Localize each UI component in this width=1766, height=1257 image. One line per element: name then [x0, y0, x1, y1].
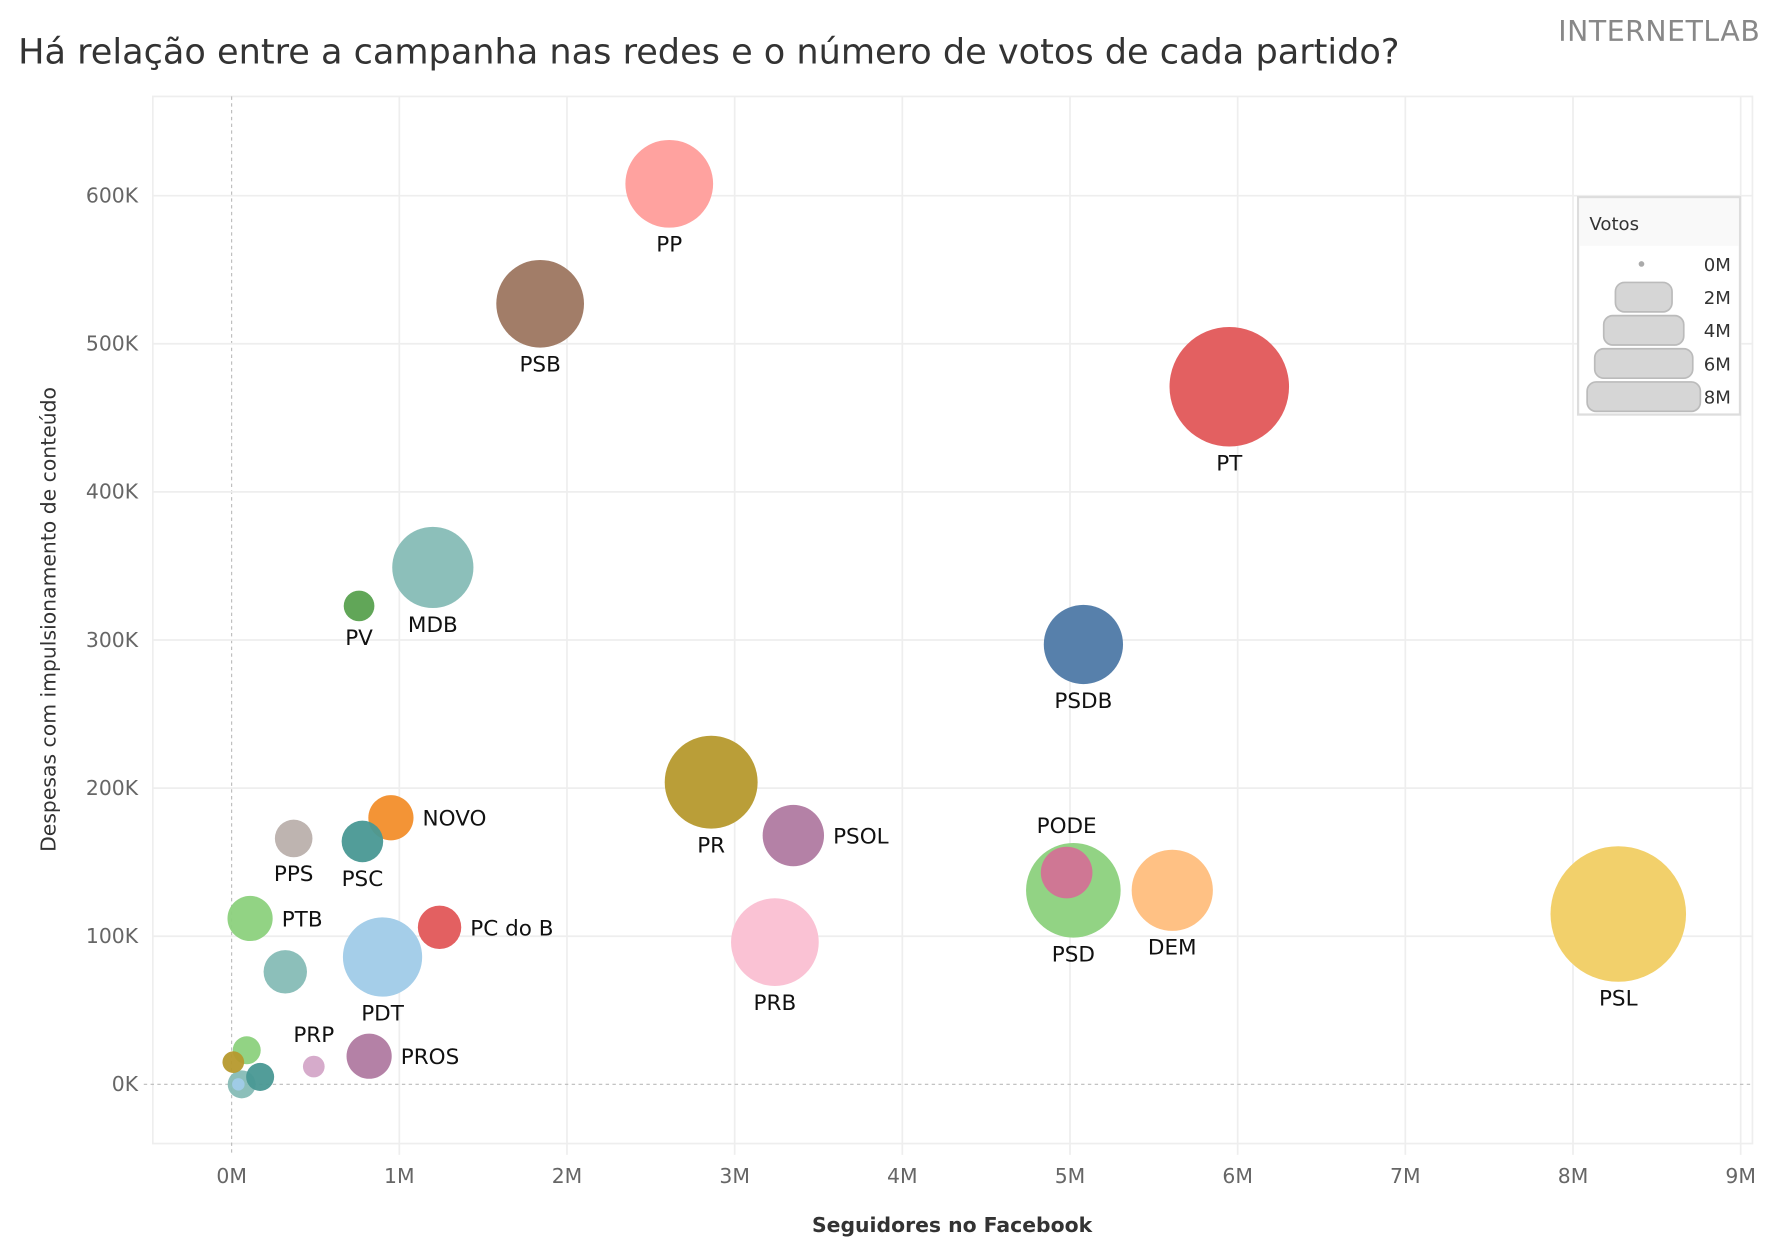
bubble-psol	[762, 804, 825, 867]
x-tick-label: 8M	[1558, 1164, 1589, 1188]
plot-border	[151, 95, 1754, 1145]
legend-header	[1579, 198, 1739, 246]
y-tick-label: 300K	[86, 628, 139, 652]
bubble-novo	[368, 795, 414, 841]
bubble-dem	[1131, 849, 1213, 931]
bubble-label: MDB	[408, 613, 458, 638]
legend-size-marker	[1586, 381, 1702, 413]
x-tick-label: 1M	[384, 1164, 415, 1188]
bubble-label: NOVO	[423, 807, 487, 832]
bubble-psc	[341, 820, 384, 863]
y-tick-label: 0K	[112, 1072, 139, 1096]
bubble-prb	[731, 898, 819, 987]
bubble-psdb	[1043, 604, 1124, 685]
bubbles	[222, 139, 1687, 1099]
y-tick-label: 100K	[86, 924, 139, 948]
bubble-label: PDT	[361, 1001, 405, 1026]
bubble-unlabeled	[222, 1051, 245, 1073]
grid	[143, 95, 1754, 1155]
y-axis-title: Despesas com impulsionamento de conteúdo	[36, 387, 60, 852]
bubble-label: PROS	[401, 1045, 459, 1070]
x-tick-label: 3M	[719, 1164, 750, 1188]
bubble-labels: PSL PT PSD PR PP PSB PRB MDB DEM PSDB PDT PSOL PODE N…	[274, 232, 1638, 1070]
bubble-label: PC do B	[470, 916, 553, 941]
size-legend: Votos 0M 2M 4M 6M 8M	[1576, 196, 1742, 416]
x-tick-label: 7M	[1390, 1164, 1421, 1188]
bubble-label: PTB	[282, 907, 323, 932]
bubble-psl	[1550, 846, 1687, 982]
bubble-label: PPS	[274, 862, 314, 887]
legend-size-marker	[1602, 314, 1685, 346]
bubble-prp	[302, 1055, 325, 1078]
x-tick-label: 4M	[887, 1164, 918, 1188]
bubble-label: PSB	[519, 352, 560, 377]
bubble-label: PV	[345, 626, 373, 651]
bubble-label: DEM	[1148, 936, 1197, 961]
axis-ticks: 0M 1M 2M 3M 4M 5M 6M 7M 8M 9M 0K 100K 200K 300K 400K 50…	[86, 183, 1756, 1188]
bubble-label: PSDB	[1054, 689, 1112, 714]
legend-entry-label: 6M	[1704, 354, 1731, 375]
y-tick-label: 500K	[86, 332, 139, 356]
bubble-pp	[625, 139, 714, 228]
x-tick-label: 0M	[216, 1164, 247, 1188]
y-tick-label: 200K	[86, 776, 139, 800]
bubble-label: PODE	[1037, 814, 1097, 839]
legend-entry-label: 8M	[1704, 387, 1731, 408]
legend-entry-label: 2M	[1704, 288, 1731, 309]
bubble-unlabeled	[246, 1062, 275, 1091]
bubble-label: PSL	[1599, 987, 1638, 1012]
bubble-pv	[343, 590, 375, 622]
bubble-mdb	[392, 526, 474, 609]
bubble-label: PR	[697, 833, 725, 858]
bubble-label: PP	[656, 232, 682, 257]
bubble-pros	[346, 1033, 392, 1079]
legend-entry-label: 0M	[1704, 255, 1731, 276]
bubble-pc-do-b	[417, 905, 462, 950]
legend-size-marker	[1593, 347, 1694, 380]
x-tick-label: 9M	[1725, 1164, 1756, 1188]
bubble-label: PRB	[754, 991, 797, 1016]
bubble-label: PSOL	[833, 824, 889, 849]
x-tick-label: 2M	[552, 1164, 583, 1188]
bubble-label: PSD	[1052, 942, 1095, 967]
bubble-pode	[1040, 846, 1093, 899]
legend-size-marker	[1638, 261, 1645, 267]
bubble-unlabeled	[232, 1078, 245, 1091]
chart-title: Há relação entre a campanha nas redes e …	[18, 32, 1399, 73]
bubble-psb	[496, 259, 585, 348]
bubble-unlabeled	[263, 950, 307, 994]
bubble-pdt	[342, 917, 423, 997]
bubble-pr	[664, 735, 758, 829]
bubble-pps	[274, 819, 313, 858]
bubble-label: PRP	[293, 1023, 334, 1048]
x-tick-label: 5M	[1055, 1164, 1086, 1188]
legend-title: Votos	[1589, 214, 1639, 235]
bubble-label: PSC	[342, 867, 384, 892]
brand-logo: INTERNETLAB	[1558, 15, 1760, 48]
legend-entry-label: 4M	[1704, 321, 1731, 342]
bubble-pt	[1169, 326, 1290, 447]
y-tick-label: 600K	[86, 183, 139, 207]
bubble-ptb	[227, 895, 273, 942]
x-axis-title: Seguidores no Facebook	[812, 1213, 1093, 1237]
bubble-label: PT	[1216, 451, 1243, 476]
legend-size-marker	[1614, 281, 1673, 313]
x-tick-label: 6M	[1222, 1164, 1253, 1188]
y-tick-label: 400K	[86, 480, 139, 504]
